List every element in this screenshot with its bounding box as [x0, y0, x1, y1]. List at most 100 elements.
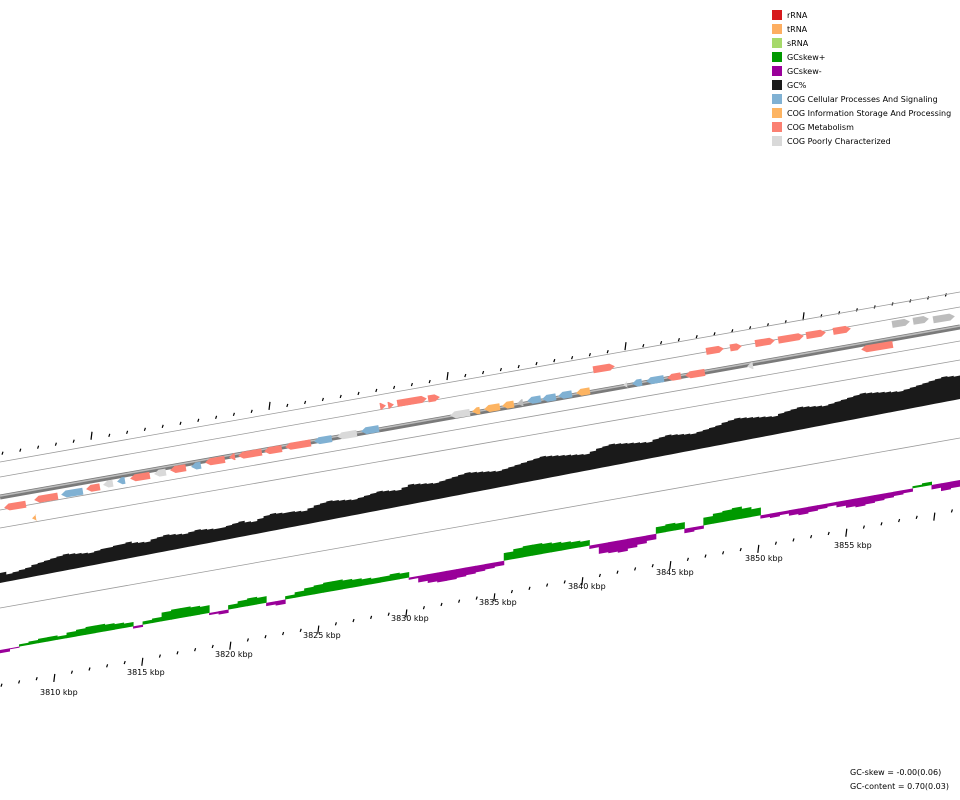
- gcskew-plus-swatch: [772, 52, 782, 62]
- guide-line: [0, 291, 960, 463]
- top-tick: [838, 311, 841, 315]
- gc-skew-negative-bar: [874, 493, 885, 502]
- gene-arrow: [932, 313, 955, 324]
- bottom-tick: [669, 560, 672, 570]
- gc-content-stat: GC-content = 0.70(0.03): [850, 782, 949, 791]
- gc-skew-positive-bar: [47, 635, 58, 642]
- top-tick: [304, 400, 307, 405]
- bottom-tick: [18, 680, 21, 684]
- gc-skew-positive-bar: [560, 541, 571, 551]
- axis-label: 3845 kbp: [656, 568, 694, 577]
- axis-label: 3820 kbp: [215, 650, 253, 659]
- gc-skew-negative-bar: [418, 574, 429, 583]
- legend-item-gc-percent: GC%: [772, 78, 951, 92]
- top-tick: [215, 415, 218, 420]
- gc-skew-negative-bar: [893, 490, 904, 497]
- bottom-tick: [546, 583, 549, 587]
- gc-skew-positive-bar: [123, 621, 134, 629]
- gc-skew-positive-bar: [674, 522, 685, 531]
- gc-skew-positive-bar: [703, 515, 714, 526]
- top-tick: [161, 424, 164, 428]
- gene-arrow: [777, 333, 804, 344]
- gc-skew-stat: GC-skew = -0.00(0.06): [850, 768, 942, 777]
- gene-arrow: [229, 453, 236, 461]
- bottom-tick: [810, 535, 813, 539]
- top-tick: [660, 341, 663, 345]
- bottom-tick: [317, 625, 320, 634]
- gc-skew-positive-bar: [190, 605, 201, 617]
- gc-skew-negative-bar: [883, 491, 894, 499]
- top-tick: [731, 329, 734, 333]
- legend: rRNA tRNA sRNA GCskew+ GCskew- GC% COG C…: [772, 8, 951, 148]
- gene-arrow: [117, 476, 126, 485]
- axis-label: 3835 kbp: [479, 598, 517, 607]
- axis-label: 3815 kbp: [127, 668, 165, 677]
- top-tick: [339, 394, 342, 399]
- gc-skew-negative-bar: [950, 479, 960, 489]
- gc-skew-negative-bar: [826, 501, 837, 507]
- guide-line: [0, 359, 960, 529]
- gc-skew-positive-bar: [503, 551, 514, 561]
- top-tick: [19, 448, 22, 452]
- gene-arrow: [450, 408, 471, 419]
- gene-arrow: [646, 375, 665, 385]
- gc-skew-positive-bar: [323, 581, 334, 593]
- gene-arrow: [191, 461, 202, 470]
- bottom-tick: [686, 557, 689, 561]
- bottom-tick: [581, 577, 584, 586]
- gc-skew-positive-bar: [247, 596, 258, 607]
- bottom-tick: [264, 635, 267, 639]
- top-tick: [446, 371, 449, 381]
- top-tick: [321, 397, 324, 402]
- top-tick: [90, 431, 93, 440]
- gc-skew-negative-bar: [760, 513, 771, 519]
- gene-arrow: [754, 337, 775, 348]
- gc-skew-positive-bar: [370, 577, 381, 585]
- gene-arrow: [832, 325, 851, 335]
- gc-skew-negative-bar: [817, 503, 828, 510]
- legend-label: rRNA: [787, 10, 808, 20]
- top-tick: [553, 358, 556, 363]
- legend-label: GCskew+: [787, 52, 826, 62]
- legend-item-rrna: rRNA: [772, 8, 951, 22]
- top-tick: [1, 451, 4, 455]
- gc-skew-positive-bar: [522, 544, 533, 558]
- bottom-tick: [176, 651, 179, 655]
- bottom-tick: [757, 544, 760, 553]
- top-tick: [250, 409, 253, 414]
- gc-skew-negative-bar: [807, 505, 818, 513]
- gc-skew-negative-bar: [684, 527, 695, 534]
- bottom-tick: [898, 518, 901, 523]
- bottom-tick: [933, 512, 936, 521]
- gc-skew-positive-bar: [85, 625, 96, 635]
- top-tick: [126, 430, 129, 434]
- top-tick: [571, 355, 574, 360]
- gc-content-track: [0, 375, 960, 583]
- top-tick: [624, 342, 627, 351]
- bottom-tick: [528, 586, 531, 591]
- bottom-tick: [634, 567, 637, 571]
- gc-skew-negative-bar: [617, 538, 628, 553]
- gc-skew-positive-bar: [342, 578, 353, 590]
- gene-arrow: [396, 395, 427, 407]
- bottom-ruler-ticks: [0, 509, 953, 687]
- top-tick: [268, 401, 271, 410]
- top-tick: [428, 379, 431, 384]
- gc-skew-positive-bar: [304, 586, 315, 597]
- bottom-tick: [141, 657, 144, 666]
- bottom-tick: [739, 547, 742, 552]
- gc-skew-positive-bar: [171, 608, 182, 620]
- cog-metabolism-swatch: [772, 122, 782, 132]
- bottom-tick: [616, 570, 619, 574]
- legend-label: tRNA: [787, 24, 808, 34]
- gc-skew-positive-bar: [19, 642, 30, 647]
- track-guide-lines: [0, 291, 960, 609]
- gene-arrow: [103, 479, 114, 488]
- gc-skew-negative-bar: [465, 565, 476, 576]
- gc-skew-positive-bar: [532, 542, 543, 556]
- top-tick: [37, 445, 40, 449]
- bottom-tick: [475, 596, 478, 600]
- gc-skew-track: [0, 479, 960, 654]
- gc-skew-positive-bar: [256, 596, 267, 605]
- gc-skew-positive-bar: [570, 540, 581, 550]
